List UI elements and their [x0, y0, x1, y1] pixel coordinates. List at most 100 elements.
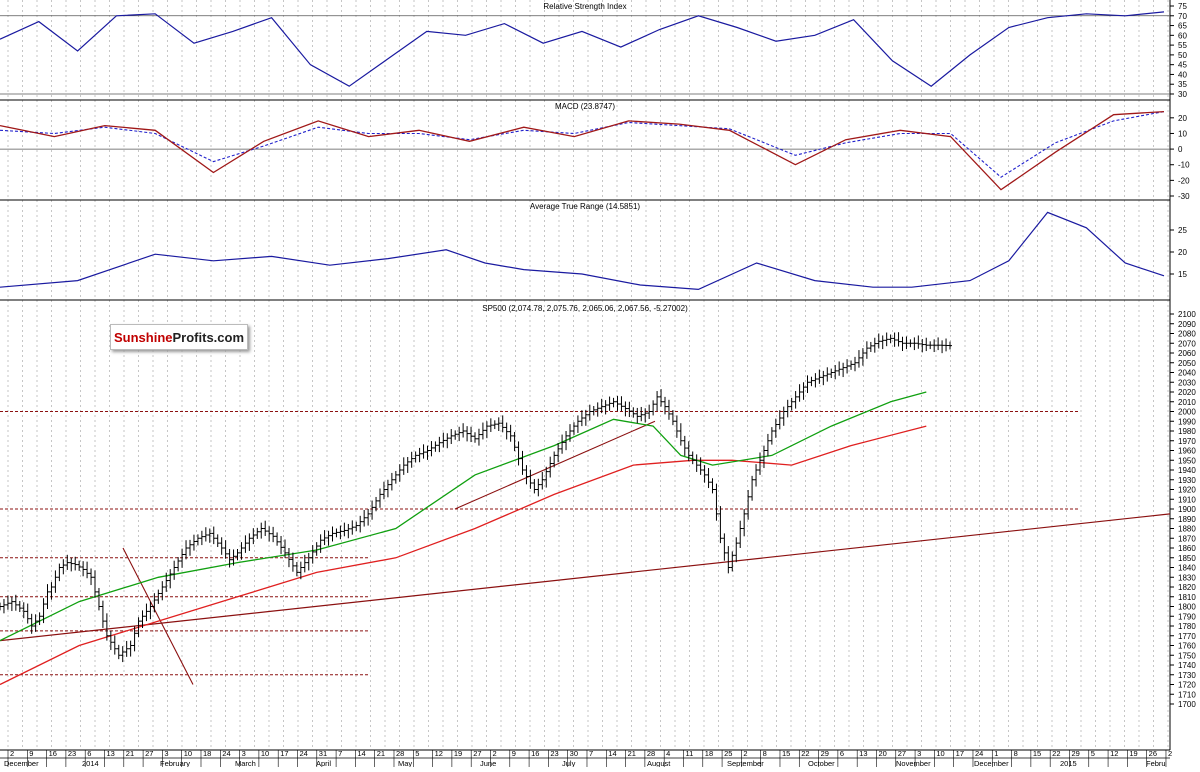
x-tick-label: 29: [821, 749, 829, 758]
x-tick-label: 21: [126, 749, 134, 758]
macd-y-tick-label: 10: [1178, 129, 1187, 138]
sma-50-line: [0, 391, 927, 642]
x-tick-label: 2: [492, 749, 496, 758]
macd-y-tick-label: -30: [1178, 192, 1190, 201]
x-month-label: Febru: [1146, 759, 1166, 767]
x-month-label: 2014: [82, 759, 99, 767]
long-term-trend-line: [0, 513, 1171, 642]
macd-line: [0, 110, 1165, 191]
x-tick-label: 24: [222, 749, 230, 758]
price-y-tick-label: 1780: [1178, 622, 1196, 631]
price-y-tick-label: 1810: [1178, 593, 1196, 602]
price-y-tick-label: 2030: [1178, 378, 1196, 387]
x-tick-label: 11: [685, 749, 693, 758]
x-month-label: December: [4, 759, 39, 767]
x-tick-label: 16: [531, 749, 539, 758]
macd-signal-line: [0, 111, 1165, 178]
x-tick-label: 27: [898, 749, 906, 758]
x-month-label: February: [160, 759, 190, 767]
x-month-label: September: [727, 759, 764, 767]
price-y-tick-label: 2020: [1178, 388, 1196, 397]
sma-200-line: [0, 425, 927, 686]
price-y-tick-label: 2100: [1178, 310, 1196, 319]
rsi-y-tick-label: 50: [1178, 51, 1187, 60]
x-tick-label: 10: [936, 749, 944, 758]
x-tick-label: 4: [666, 749, 670, 758]
macd-y-tick-label: 0: [1178, 145, 1183, 154]
x-tick-label: 18: [705, 749, 713, 758]
x-tick-label: 5: [1091, 749, 1095, 758]
x-month-label: November: [896, 759, 931, 767]
macd-y-tick-label: -20: [1178, 176, 1190, 185]
price-y-tick-label: 1700: [1178, 700, 1196, 709]
rsi-y-tick-label: 65: [1178, 22, 1187, 31]
upper-trend-line: [454, 420, 656, 510]
x-tick-label: 3: [917, 749, 921, 758]
atr-y-tick-label: 15: [1178, 270, 1187, 279]
atr-panel-title: Average True Range (14.5851): [530, 202, 640, 211]
logo-part-1: Sunshine: [113, 329, 173, 345]
price-y-tick-label: 1730: [1178, 671, 1196, 680]
price-y-tick-label: 1990: [1178, 417, 1196, 426]
macd-y-tick-label: 20: [1178, 114, 1187, 123]
x-tick-label: 3: [242, 749, 246, 758]
x-tick-label: 23: [550, 749, 558, 758]
x-tick-label: 28: [647, 749, 655, 758]
price-y-tick-label: 2050: [1178, 359, 1196, 368]
price-y-tick-label: 1890: [1178, 515, 1196, 524]
rsi-y-tick-label: 70: [1178, 12, 1187, 21]
price-y-tick-label: 1960: [1178, 447, 1196, 456]
x-tick-label: 28: [396, 749, 404, 758]
macd-y-tick-label: -10: [1178, 161, 1190, 170]
x-tick-label: 15: [782, 749, 790, 758]
price-y-tick-label: 2010: [1178, 398, 1196, 407]
price-y-tick-label: 1900: [1178, 505, 1196, 514]
price-y-tick-label: 1980: [1178, 427, 1196, 436]
atr-y-tick-label: 20: [1178, 248, 1187, 257]
x-tick-label: 31: [319, 749, 327, 758]
x-tick-label: 21: [628, 749, 636, 758]
price-y-tick-label: 2060: [1178, 349, 1196, 358]
price-y-tick-label: 1920: [1178, 486, 1196, 495]
x-tick-label: 16: [49, 749, 57, 758]
x-tick-label: 12: [435, 749, 443, 758]
price-y-tick-label: 1820: [1178, 583, 1196, 592]
x-tick-label: 3: [164, 749, 168, 758]
x-tick-label: 7: [338, 749, 342, 758]
price-y-tick-label: 1870: [1178, 534, 1196, 543]
rsi-y-tick-label: 60: [1178, 31, 1187, 40]
x-month-label: May: [398, 759, 412, 767]
sunshine-profits-logo: Sunshine Profits.com: [110, 324, 248, 350]
rsi-y-tick-label: 30: [1178, 90, 1187, 99]
price-y-tick-label: 1850: [1178, 554, 1196, 563]
atr-y-tick-label: 25: [1178, 226, 1187, 235]
x-tick-label: 12: [1110, 749, 1118, 758]
x-month-label: July: [562, 759, 576, 767]
price-y-tick-label: 2040: [1178, 369, 1196, 378]
price-y-tick-label: 1760: [1178, 642, 1196, 651]
x-tick-label: 22: [1052, 749, 1060, 758]
x-tick-label: 13: [106, 749, 114, 758]
price-panel-title: SP500 (2,074.78, 2,075.76, 2,065.06, 2,0…: [482, 304, 688, 313]
x-tick-label: 13: [859, 749, 867, 758]
price-y-tick-label: 1720: [1178, 681, 1196, 690]
x-tick-label: 2: [743, 749, 747, 758]
x-tick-label: 2: [10, 749, 14, 758]
price-y-tick-label: 1950: [1178, 456, 1196, 465]
x-tick-label: 27: [473, 749, 481, 758]
x-tick-label: 21: [377, 749, 385, 758]
x-tick-label: 7: [589, 749, 593, 758]
x-tick-label: 23: [68, 749, 76, 758]
rsi-y-tick-label: 40: [1178, 70, 1187, 79]
x-tick-label: 17: [280, 749, 288, 758]
atr-line: [0, 211, 1165, 291]
x-tick-label: 10: [261, 749, 269, 758]
x-tick-label: 2: [1168, 749, 1172, 758]
x-tick-label: 25: [724, 749, 732, 758]
x-tick-label: 24: [299, 749, 307, 758]
price-y-tick-label: 1940: [1178, 466, 1196, 475]
x-tick-label: 22: [801, 749, 809, 758]
price-y-tick-label: 1830: [1178, 573, 1196, 582]
